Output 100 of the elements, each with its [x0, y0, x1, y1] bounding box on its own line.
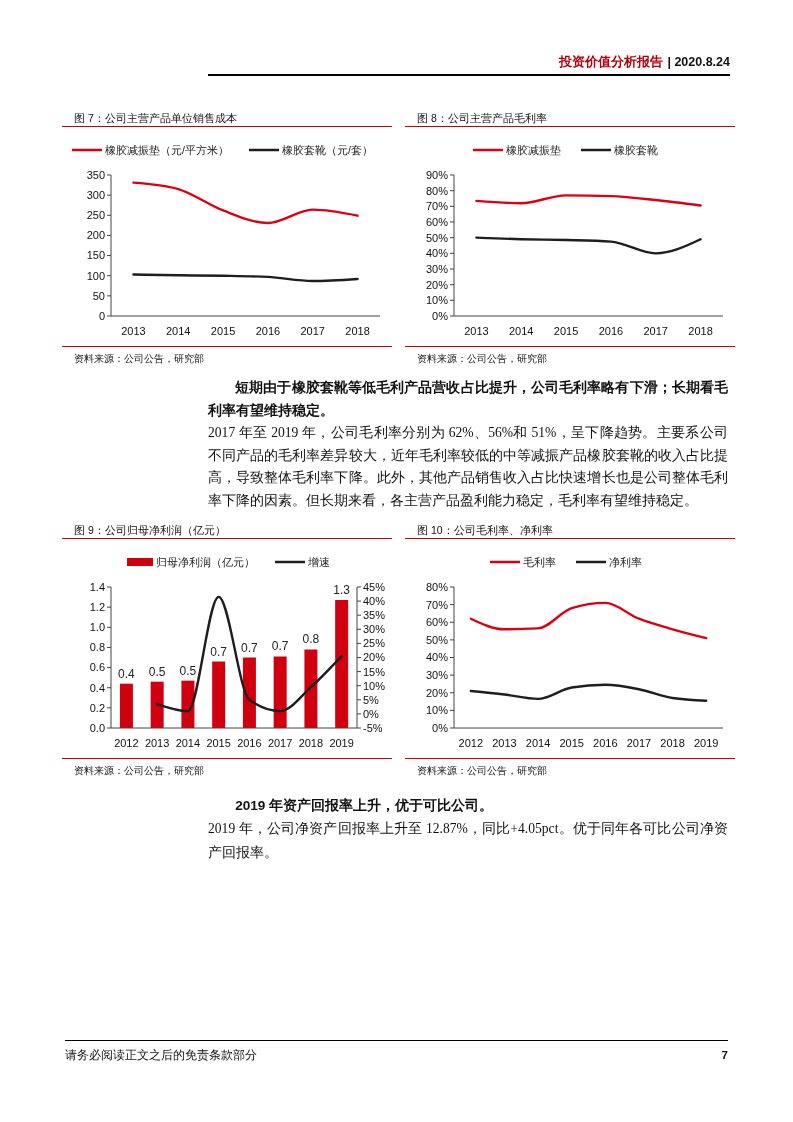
x-tick-label: 2015	[553, 324, 579, 337]
y2-tick-label: 45%	[363, 580, 386, 593]
chart-title: 图 8：公司主营产品毛利率	[416, 112, 547, 124]
y2-tick-label: 30%	[363, 623, 386, 636]
x-tick-label: 2013	[464, 324, 489, 337]
text: 请务必阅读正文之后的免责条款部分	[65, 1048, 257, 1063]
y-tick-label: 40%	[425, 651, 449, 664]
line-series	[469, 683, 708, 702]
y-tick-label: 0.6	[89, 661, 105, 674]
line-series	[132, 181, 359, 225]
text: 短期由于橡胶套靴等低毛利产品营收占比提升，公司毛利率略有下滑；长期看毛利率有望维持稳定。	[208, 379, 728, 420]
x-tick-label: 2017	[626, 736, 652, 749]
y-tick-label: 40%	[425, 247, 449, 260]
data-label: 0.7	[210, 644, 228, 659]
y-tick-label: 20%	[425, 686, 449, 699]
y-tick-label: 70%	[425, 598, 449, 611]
x-tick-label: 2012	[458, 736, 484, 749]
data-label: 0.8	[302, 632, 320, 647]
y2-tick-label: 35%	[363, 609, 386, 622]
x-tick-label: 2018	[688, 324, 713, 337]
text: 投资价值分析报告	[559, 55, 664, 69]
x-tick-label: 2013	[492, 736, 517, 749]
x-tick-label: 2015	[559, 736, 584, 749]
y2-tick-label: 5%	[363, 693, 380, 706]
bar	[273, 656, 287, 728]
data-label: 0.7	[271, 639, 289, 654]
bar	[304, 649, 318, 728]
y2-tick-label: 25%	[363, 637, 386, 650]
y-tick-label: 350	[86, 168, 105, 181]
y-tick-label: 0.8	[89, 641, 105, 654]
x-tick-label: 2014	[509, 324, 534, 337]
y-tick-label: 0%	[432, 721, 449, 734]
y-tick-label: 200	[86, 229, 105, 242]
x-tick-label: 2014	[175, 736, 201, 749]
x-tick-label: 2014	[166, 324, 191, 337]
x-tick-label: 2013	[144, 736, 170, 749]
legend-label: 毛利率	[522, 555, 556, 570]
text: 2019 年资产回报率上升，优于可比公司。	[234, 797, 495, 815]
x-tick-label: 2014	[525, 736, 551, 749]
x-tick-label: 2018	[660, 736, 685, 749]
y-tick-label: 1.2	[89, 601, 105, 614]
text: 2019 年，公司净资产回报率上升至 12.87%，同比+4.05pct。优于同年各可比公司净资产回报率。	[208, 820, 728, 862]
y-tick-label: 0.2	[89, 701, 105, 714]
x-tick-label: 2013	[121, 324, 146, 337]
x-tick-label: 2016	[255, 324, 281, 337]
bar	[242, 657, 256, 728]
y2-tick-label: -5%	[363, 721, 383, 734]
y-tick-label: 80%	[425, 580, 449, 593]
x-tick-label: 2015	[206, 736, 231, 749]
y-tick-label: 10%	[425, 704, 449, 717]
text: 7	[721, 1048, 728, 1063]
y2-tick-label: 40%	[363, 595, 386, 608]
y-tick-label: 30%	[425, 262, 449, 275]
text: | 2020.8.24	[667, 55, 730, 69]
legend-label: 归母净利润（亿元）	[155, 555, 255, 570]
y-tick-label: 70%	[425, 200, 449, 213]
line-series	[469, 601, 708, 640]
y-tick-label: 150	[86, 249, 105, 262]
x-tick-label: 2016	[598, 324, 624, 337]
line-series	[132, 273, 359, 283]
text: 资料来源：公司公告，研究部	[73, 353, 204, 364]
legend-label: 增速	[307, 555, 330, 570]
data-label: 1.3	[333, 583, 351, 598]
y-tick-label: 30%	[425, 669, 449, 682]
y-tick-label: 50	[92, 289, 105, 302]
legend-label: 橡胶套靴（元/套）	[282, 143, 373, 158]
x-tick-label: 2017	[300, 324, 325, 337]
y-tick-label: 0	[98, 309, 105, 322]
y-tick-label: 50%	[425, 633, 449, 646]
bar	[212, 661, 226, 728]
y-tick-label: 80%	[425, 184, 449, 197]
y2-tick-label: 20%	[363, 651, 386, 664]
y-tick-label: 250	[86, 209, 105, 222]
chart-title: 图 7：公司主营产品单位销售成本	[73, 112, 237, 124]
text: 资料来源：公司公告，研究部	[73, 765, 204, 776]
y-tick-label: 1.4	[89, 580, 105, 593]
y2-tick-label: 15%	[363, 665, 386, 678]
legend-label: 橡胶减振垫（元/平方米）	[105, 143, 229, 158]
y2-tick-label: 10%	[363, 679, 386, 692]
x-tick-label: 2019	[693, 736, 719, 749]
bar	[335, 600, 349, 728]
x-tick-label: 2018	[298, 736, 324, 749]
data-label: 0.5	[179, 663, 197, 678]
data-label: 0.4	[118, 666, 136, 681]
chart-title: 图 9：公司归母净利润（亿元）	[73, 524, 226, 536]
x-tick-label: 2012	[114, 736, 139, 749]
x-tick-label: 2015	[210, 324, 236, 337]
y-tick-label: 300	[86, 189, 105, 202]
chart-title: 图 10：公司毛利率、净利率	[416, 524, 553, 536]
legend-label: 橡胶减振垫	[506, 143, 561, 158]
y-tick-label: 1.0	[89, 621, 105, 634]
x-tick-label: 2019	[329, 736, 354, 749]
line-series	[475, 236, 702, 255]
text: 资料来源：公司公告，研究部	[416, 353, 547, 364]
legend-label: 橡胶套靴	[614, 143, 658, 158]
y-tick-label: 90%	[425, 168, 449, 181]
legend-label: 净利率	[608, 555, 642, 570]
text: 资料来源：公司公告，研究部	[416, 765, 547, 776]
y2-tick-label: 0%	[363, 707, 380, 720]
y-tick-label: 60%	[425, 215, 449, 228]
